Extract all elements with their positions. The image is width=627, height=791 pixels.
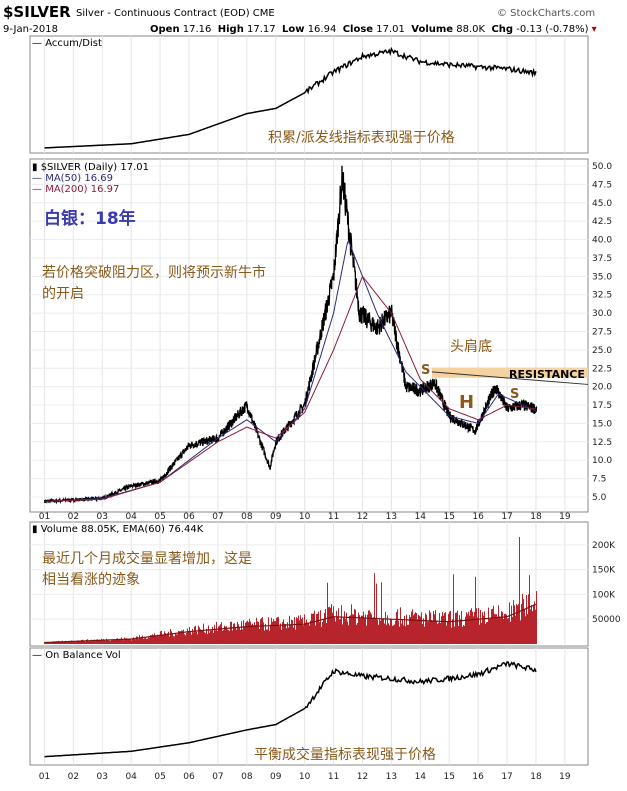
x-tick-label: 15	[443, 512, 454, 522]
price-tick-label: 22.5	[592, 364, 612, 374]
x-tick-label: 19	[559, 512, 571, 522]
x-tick-label: 06	[183, 512, 195, 522]
volume-tick-label: 100K	[592, 590, 616, 600]
x-tick-label: 18	[530, 512, 542, 522]
price-legend-ma200: — MA(200) 16.97	[32, 184, 120, 195]
price-annotation-line2: 的开启	[42, 286, 84, 302]
x-tick-label: 16	[472, 772, 484, 782]
x-tick-label: 15	[443, 772, 454, 782]
volume-tick-label: 50000	[592, 615, 621, 625]
price-tick-label: 25.0	[592, 346, 612, 356]
header-date: 9-Jan-2018	[3, 24, 58, 35]
panel-frame-1	[29, 158, 589, 513]
left-shoulder-label: S	[421, 363, 431, 378]
price-line	[43, 165, 538, 505]
panel-frame-2	[29, 521, 589, 647]
price-tick-label: 27.5	[592, 327, 612, 337]
x-tick-label: 04	[125, 512, 137, 522]
price-tick-label: 47.5	[592, 180, 612, 190]
x-tick-label: 19	[559, 772, 571, 782]
x-tick-label: 07	[212, 512, 223, 522]
ohlc-readout: Open 17.16 High 17.17 Low 16.94 Close 17…	[150, 24, 597, 35]
x-tick-label: 09	[270, 512, 282, 522]
obv-line	[44, 661, 537, 758]
x-tick-label: 08	[241, 512, 253, 522]
volume-annotation-line1: 最近几个月成交量显著增加，这是	[42, 551, 252, 567]
volume-tick-label: 200K	[592, 541, 616, 551]
price-tick-label: 45.0	[592, 199, 612, 209]
x-tick-label: 01	[39, 772, 50, 782]
price-tick-label: 42.5	[592, 217, 612, 227]
price-legend-main: ▮ $SILVER (Daily) 17.01	[32, 162, 150, 173]
x-tick-label: 16	[472, 512, 484, 522]
stockcharts-brand: © StockCharts.com	[497, 8, 596, 19]
x-tick-label: 05	[154, 512, 165, 522]
x-tick-label: 17	[501, 772, 512, 782]
price-tick-label: 30.0	[592, 309, 612, 319]
x-tick-label: 03	[97, 512, 108, 522]
x-tick-label: 07	[212, 772, 223, 782]
x-tick-label: 11	[328, 772, 339, 782]
price-tick-label: 5.0	[592, 493, 607, 503]
price-legend-ma50: — MA(50) 16.69	[32, 173, 113, 184]
price-annotation-line1: 若价格突破阻力区，则将预示新牛市	[42, 265, 266, 281]
x-tick-label: 01	[39, 512, 50, 522]
volume-annotation-line2: 相当看涨的迹象	[42, 572, 140, 588]
x-tick-label: 10	[299, 512, 311, 522]
head-label: H	[459, 392, 475, 413]
resistance-band	[431, 367, 588, 378]
panel-frame-0	[29, 35, 589, 154]
x-tick-label: 05	[154, 772, 165, 782]
x-tick-label: 06	[183, 772, 195, 782]
x-tick-label: 12	[357, 772, 368, 782]
obv-legend: — On Balance Vol	[32, 650, 121, 661]
x-tick-label: 11	[328, 512, 339, 522]
price-tick-label: 35.0	[592, 272, 612, 282]
resistance-line	[431, 371, 589, 385]
x-tick-label: 14	[415, 772, 427, 782]
volume-ema-line	[44, 603, 537, 644]
price-tick-label: 15.0	[592, 419, 612, 429]
price-tick-label: 20.0	[592, 383, 612, 393]
x-tick-label: 14	[415, 512, 427, 522]
volume-tick-label: 150K	[592, 566, 616, 576]
volume-legend: ▮ Volume 88.05K, EMA(60) 76.44K	[32, 524, 204, 535]
symbol-title: $SILVER	[3, 3, 71, 21]
x-tick-label: 02	[68, 512, 79, 522]
obv-annotation: 平衡成交量指标表现强于价格	[254, 747, 436, 763]
x-tick-label: 18	[530, 772, 542, 782]
price-title-annotation: 白银：18年	[44, 209, 136, 229]
price-tick-label: 40.0	[592, 236, 612, 246]
x-tick-label: 17	[501, 512, 512, 522]
x-tick-label: 12	[357, 512, 368, 522]
x-tick-label: 08	[241, 772, 253, 782]
price-tick-label: 37.5	[592, 254, 612, 264]
price-tick-label: 17.5	[592, 401, 612, 411]
right-shoulder-label: S	[510, 387, 520, 402]
ma200-line	[44, 275, 537, 502]
x-tick-label: 13	[386, 512, 397, 522]
panel-frame-3	[29, 647, 589, 766]
price-tick-label: 7.5	[592, 475, 606, 485]
accum-legend: — Accum/Dist	[32, 38, 102, 49]
price-tick-label: 50.0	[592, 162, 612, 172]
resistance-label: RESISTANCE	[509, 368, 585, 381]
accum-dist-line	[44, 46, 537, 149]
x-tick-label: 02	[68, 772, 79, 782]
x-tick-label: 09	[270, 772, 282, 782]
x-tick-label: 04	[125, 772, 137, 782]
price-tick-label: 32.5	[592, 291, 612, 301]
price-tick-label: 12.5	[592, 438, 612, 448]
x-tick-label: 03	[97, 772, 108, 782]
head-shoulders-label: 头肩底	[450, 339, 492, 355]
x-tick-label: 13	[386, 772, 397, 782]
x-tick-label: 10	[299, 772, 311, 782]
symbol-description: Silver - Continuous Contract (EOD) CME	[76, 8, 275, 19]
accum-annotation: 积累/派发线指标表现强于价格	[268, 130, 455, 146]
price-tick-label: 10.0	[592, 456, 612, 466]
